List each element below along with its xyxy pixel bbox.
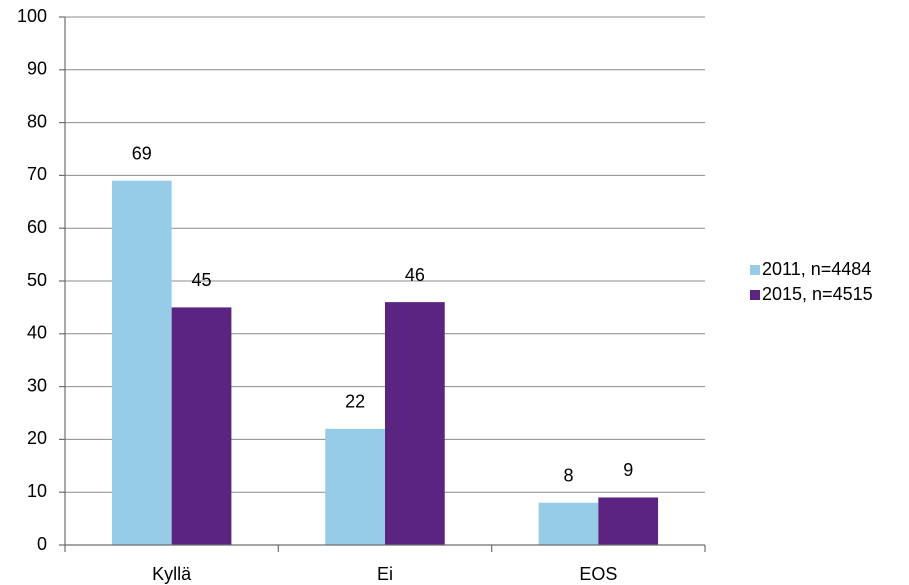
y-tick-label: 40 [27, 323, 47, 343]
x-tick-label: Ei [377, 564, 393, 584]
bar [598, 497, 659, 545]
data-label: 8 [563, 466, 573, 486]
y-tick-label: 70 [27, 164, 47, 184]
x-tick-label: EOS [579, 564, 617, 584]
legend-label: 2011, n=4484 [762, 259, 871, 279]
data-label: 69 [132, 143, 152, 163]
data-label: 9 [623, 460, 633, 480]
bar [325, 428, 385, 545]
y-tick-label: 60 [27, 217, 47, 237]
y-tick-label: 100 [17, 6, 47, 26]
bar [538, 502, 599, 545]
legend-swatch [750, 290, 760, 300]
bar [385, 302, 445, 545]
y-tick-label: 50 [27, 270, 47, 290]
data-label: 46 [405, 265, 425, 285]
legend-swatch [750, 265, 760, 275]
x-tick-label: Kyllä [152, 564, 192, 584]
y-tick-label: 30 [27, 375, 47, 395]
legend-label: 2015, n=4515 [762, 284, 873, 304]
data-label: 22 [345, 392, 365, 412]
y-tick-label: 90 [27, 59, 47, 79]
bar [111, 180, 172, 545]
y-tick-label: 0 [37, 534, 47, 554]
y-tick-label: 80 [27, 111, 47, 131]
bar [171, 307, 232, 545]
data-label: 45 [192, 270, 212, 290]
y-tick-label: 20 [27, 428, 47, 448]
y-tick-label: 10 [27, 481, 47, 501]
